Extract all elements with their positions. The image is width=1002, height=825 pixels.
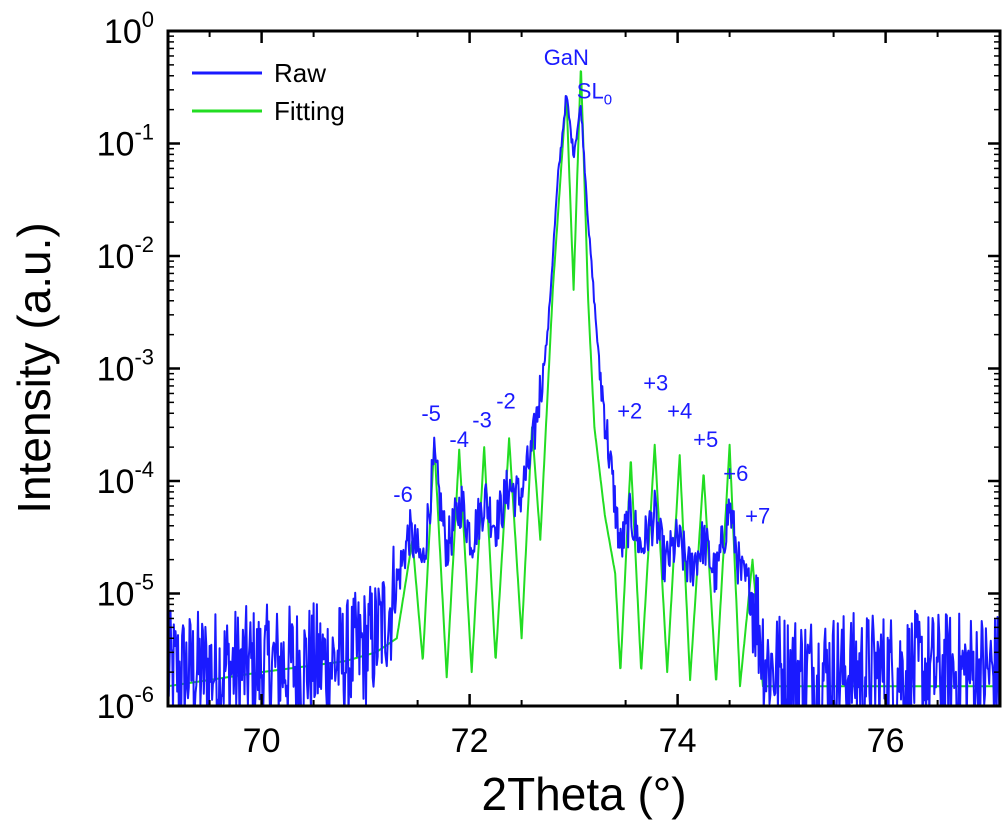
series-layer — [168, 70, 1000, 706]
x-tick-label: 74 — [659, 722, 697, 760]
peak-label: -2 — [496, 389, 516, 414]
legend: Raw Fitting — [192, 58, 345, 126]
ticks-layer — [168, 29, 1000, 708]
peak-label: GaN — [544, 45, 589, 70]
x-tick-label: 72 — [451, 722, 489, 760]
peak-label: -5 — [421, 401, 441, 426]
peak-label: -6 — [393, 482, 413, 507]
series-raw-line — [168, 95, 1000, 706]
y-tick-label: 10-1 — [97, 120, 154, 164]
x-axis-title: 2Theta (°) — [481, 768, 686, 820]
legend-raw-label: Raw — [274, 58, 326, 88]
x-tick-label: 70 — [243, 722, 281, 760]
peak-label: +4 — [667, 398, 692, 423]
y-tick-label: 10-2 — [97, 232, 154, 276]
peak-label: +3 — [643, 370, 668, 395]
peak-label: +6 — [723, 461, 748, 486]
y-tick-label: 10-5 — [97, 570, 154, 614]
x-tick-label: 76 — [867, 722, 905, 760]
peak-label: -3 — [472, 407, 492, 432]
y-tick-label: 10-3 — [97, 345, 154, 389]
y-tick-label: 10-6 — [97, 682, 154, 726]
y-axis-title: Intensity (a.u.) — [8, 222, 60, 513]
tick-labels-layer: 70 72 74 76 10-6 10-5 10-4 10-3 10-2 10-1 100 — [97, 7, 905, 760]
y-tick-label: 10-4 — [97, 457, 154, 501]
peak-label: -4 — [449, 427, 469, 452]
peak-label: +2 — [617, 398, 642, 423]
y-tick-label: 100 — [104, 7, 154, 51]
legend-fitting-label: Fitting — [274, 96, 345, 126]
peak-label: +5 — [693, 427, 718, 452]
peak-label: SL0 — [577, 79, 612, 109]
annotations-layer: GaN SL0 -6 -5 -4-3-2 +2+3 +4+5+6 +7 — [393, 45, 770, 529]
peak-label: +7 — [745, 503, 770, 528]
